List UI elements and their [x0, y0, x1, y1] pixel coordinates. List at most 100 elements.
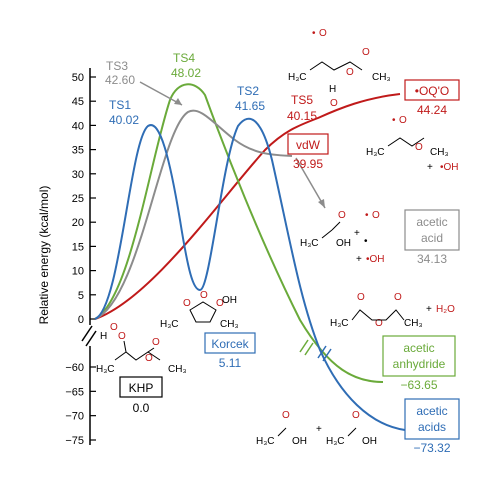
svg-text:O: O: [183, 298, 191, 309]
svg-text:O: O: [375, 318, 383, 329]
svg-text:+: +: [316, 424, 322, 435]
svg-text:H₃C: H₃C: [366, 147, 385, 158]
svg-text:H: H: [100, 331, 107, 342]
y-tick-25-label: 25: [72, 193, 84, 205]
svg-text:CH₃: CH₃: [404, 318, 423, 329]
svg-text:+: +: [426, 304, 432, 315]
svg-text:O: O: [357, 292, 365, 303]
y-tick-15-label: 15: [72, 241, 84, 253]
ts5-value: 40.15: [287, 109, 317, 123]
khp-structure: H O O H₃C O O CH₃: [96, 322, 187, 375]
y-tick-10-label: 10: [72, 266, 84, 278]
oqo-value: 44.24: [417, 103, 447, 117]
svg-text:•: •: [312, 28, 316, 39]
ts5-label: TS5: [291, 93, 313, 107]
svg-text:•OH: •OH: [366, 254, 385, 265]
oqo-label: •OQ'O: [415, 84, 450, 98]
svg-text:O: O: [330, 98, 338, 109]
svg-text:O: O: [362, 47, 370, 58]
y-tick-30-label: 30: [72, 169, 84, 181]
axis-break-marks: [81, 325, 97, 347]
svg-text:+: +: [427, 162, 433, 173]
khp-box: [119, 376, 163, 398]
svg-text:•: •: [392, 115, 396, 126]
acetic-acids-label-1: acetic: [416, 404, 447, 418]
svg-text:H₃C: H₃C: [96, 364, 115, 375]
svg-text:O: O: [152, 337, 160, 348]
y-ticks-lower: −60 −65 −70 −75: [65, 362, 96, 447]
svg-text:O: O: [216, 298, 224, 309]
ts4-value: 48.02: [171, 66, 201, 80]
acetic-anhydride-value: −63.65: [400, 378, 437, 392]
ts2-value: 41.65: [235, 99, 265, 113]
svg-text:H₃C: H₃C: [256, 436, 275, 447]
y-tick-neg70-label: −70: [65, 411, 84, 423]
svg-text:O: O: [346, 67, 354, 78]
ts1-value: 40.02: [109, 113, 139, 127]
ts4-label: TS4: [173, 51, 195, 65]
svg-text:CH₃: CH₃: [372, 72, 391, 83]
y-tick-neg60-label: −60: [65, 362, 84, 374]
oqo-box: [404, 79, 460, 101]
svg-text:•: •: [365, 210, 369, 221]
svg-text:OH: OH: [362, 436, 377, 447]
svg-text:OH: OH: [222, 295, 237, 306]
svg-text:H₃C: H₃C: [330, 318, 349, 329]
curve-blue-ts1-ts2: [94, 117, 406, 431]
species-labels: KHP 0.0 Korcek 5.11 vdW 39.95 •OQ'O 44.2…: [119, 79, 460, 455]
svg-text:H₃C: H₃C: [160, 319, 179, 330]
acetic-acid-box: [404, 209, 460, 251]
korcek-label: Korcek: [211, 337, 249, 351]
ts2-label: TS2: [237, 84, 259, 98]
y-tick-20-label: 20: [72, 217, 84, 229]
anhydride-structure: O O H₃C O CH₃ + H₂O: [330, 292, 455, 329]
svg-text:H₃C: H₃C: [288, 72, 307, 83]
svg-text:O: O: [282, 410, 290, 421]
acetic-acids-value: −73.32: [413, 441, 450, 455]
pathway-arrows: [139, 81, 326, 209]
svg-text:CH₃: CH₃: [220, 319, 239, 330]
svg-text:OH: OH: [292, 436, 307, 447]
acid-radical-structure: O H₃C OH + • O • + •OH: [300, 210, 385, 265]
svg-text:H: H: [329, 84, 336, 95]
y-axis-label: Relative energy (kcal/mol): [37, 186, 51, 325]
khp-value: 0.0: [133, 401, 150, 415]
svg-text:+: +: [356, 254, 362, 265]
svg-text:O: O: [110, 322, 118, 333]
y-tick-40-label: 40: [72, 120, 84, 132]
acetic-acids-structure: O H₃C OH + O H₃C OH: [256, 410, 377, 447]
svg-text:O: O: [338, 210, 346, 221]
korcek-value: 5.11: [219, 356, 242, 370]
ts3-label: TS3: [106, 59, 128, 73]
svg-text:•: •: [364, 236, 368, 247]
svg-text:O: O: [394, 292, 402, 303]
ts3-arrow: [139, 81, 183, 106]
svg-text:H₂O: H₂O: [436, 304, 455, 315]
acetic-acids-box: [404, 398, 460, 440]
svg-text:O: O: [319, 28, 327, 39]
ts5-structure: • O H₃C O O CH₃ H O: [288, 28, 391, 109]
acetic-acid-value: 34.13: [417, 252, 447, 266]
svg-text:H₃C: H₃C: [300, 238, 319, 249]
y-ticks-upper: 0 5 10 15 20 25 30 35 40 45 50: [72, 72, 96, 326]
curve-red-ts5: [94, 93, 401, 320]
acetic-acid-label-1: acetic: [416, 215, 447, 229]
acetic-anhydride-label-2: anhydride: [393, 357, 446, 371]
acetic-acid-label-2: acid: [421, 231, 443, 245]
acetic-anhydride-label-1: acetic: [403, 341, 434, 355]
y-tick-neg75-label: −75: [65, 435, 84, 447]
khp-label: KHP: [129, 381, 154, 395]
vdw-box: [287, 133, 329, 155]
svg-text:O: O: [352, 410, 360, 421]
vdw-value: 39.95: [293, 157, 323, 171]
svg-text:•OH: •OH: [440, 162, 459, 173]
korcek-box: [204, 332, 256, 354]
svg-text:O: O: [372, 210, 380, 221]
acetic-acids-label-2: acids: [418, 420, 446, 434]
acetic-anhydride-box: [382, 335, 456, 377]
y-tick-neg65-label: −65: [65, 386, 84, 398]
y-tick-50-label: 50: [72, 72, 84, 84]
vdw-label: vdW: [296, 138, 321, 152]
svg-text:CH₃: CH₃: [430, 147, 449, 158]
